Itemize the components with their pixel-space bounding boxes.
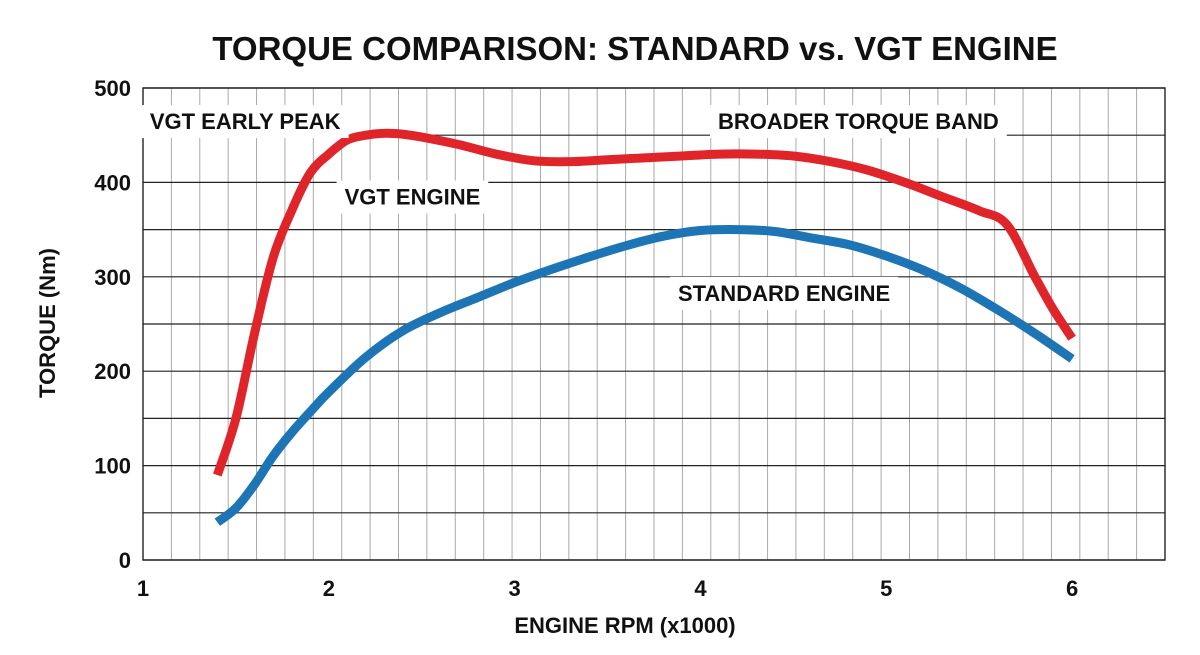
annotation-background xyxy=(336,180,489,214)
annotation-text: VGT ENGINE xyxy=(345,185,481,210)
y-tick-label: 300 xyxy=(94,265,131,290)
x-tick-label: 6 xyxy=(1066,576,1078,601)
y-axis-label: TORQUE (Nm) xyxy=(35,248,60,398)
y-tick-label: 400 xyxy=(94,170,131,195)
series-line-vgt-engine xyxy=(213,128,1076,477)
x-tick-label: 2 xyxy=(323,576,335,601)
annotation: VGT ENGINE xyxy=(336,180,489,214)
y-tick-label: 200 xyxy=(94,359,131,384)
y-tick-label: 500 xyxy=(94,76,131,101)
annotation-text: BROADER TORQUE BAND xyxy=(718,109,999,134)
chart-title: TORQUE COMPARISON: STANDARD vs. VGT ENGI… xyxy=(212,30,1057,67)
y-tick-label: 0 xyxy=(119,548,131,573)
x-axis-label: ENGINE RPM (x1000) xyxy=(514,613,735,638)
annotation-background xyxy=(669,276,899,310)
y-tick-label: 100 xyxy=(94,454,131,479)
annotation: BROADER TORQUE BAND xyxy=(710,105,1007,139)
annotation: VGT EARLY PEAK xyxy=(141,105,349,139)
series-layer xyxy=(213,128,1076,526)
axis-ticks: 0 100 200 300 400 500 1 2 3 4 5 6 xyxy=(94,76,1078,601)
x-tick-label: 1 xyxy=(137,576,149,601)
annotation-background xyxy=(141,105,349,139)
x-tick-label: 4 xyxy=(694,576,707,601)
annotation-text: STANDARD ENGINE xyxy=(678,281,890,306)
plot-frame xyxy=(142,87,1166,561)
annotation-text: VGT EARLY PEAK xyxy=(150,109,341,134)
x-tick-label: 3 xyxy=(509,576,521,601)
series-line-standard-engine xyxy=(214,225,1075,526)
annotation-background xyxy=(710,105,1007,139)
annotations: VGT EARLY PEAK BROADER TORQUE BAND VGT ENG… xyxy=(141,105,1007,310)
x-tick-label: 5 xyxy=(880,576,892,601)
annotation: STANDARD ENGINE xyxy=(669,276,899,310)
